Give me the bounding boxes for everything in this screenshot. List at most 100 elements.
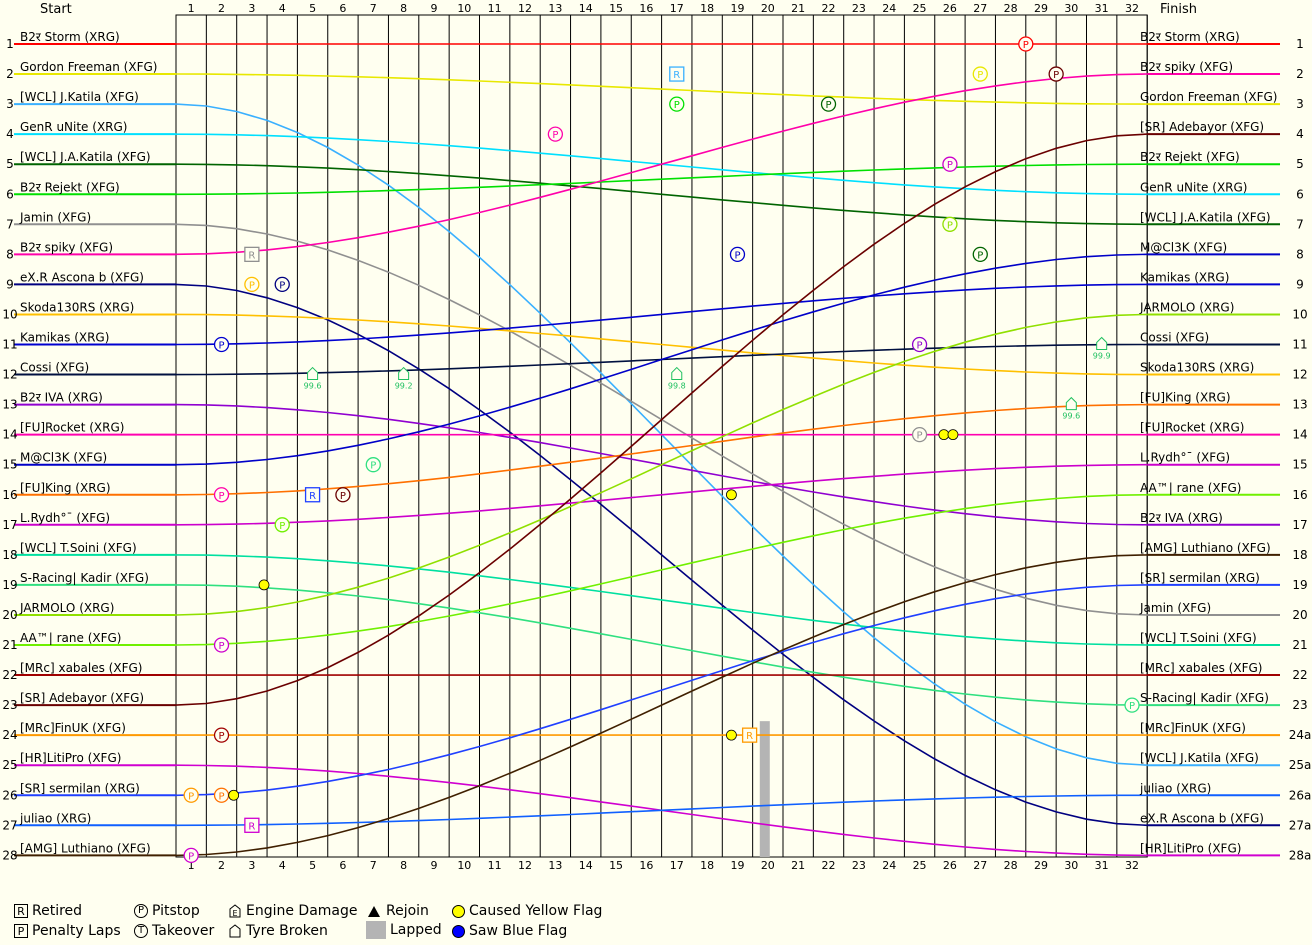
lap-tick-bottom: 25: [913, 859, 927, 872]
pitstop-marker: [274, 517, 290, 533]
retired-marker: [244, 817, 260, 833]
finish-position-number: 12: [1292, 368, 1307, 382]
finish-driver-label: Gordon Freeman (XFG): [1140, 90, 1277, 104]
pitstop-marker-label: P: [219, 491, 225, 502]
lap-tick-top: 1: [188, 2, 195, 15]
lap-tick-bottom: 9: [430, 859, 437, 872]
legend-blue-label: Saw Blue Flag: [469, 923, 568, 939]
start-position-number: 24: [2, 728, 17, 742]
finish-driver-label: [AMG] Luthiano (XFG): [1140, 541, 1271, 555]
engine-damage-marker: [671, 366, 683, 381]
legend-tyre-label: Tyre Broken: [246, 923, 328, 939]
pitstop-marker: [1124, 697, 1140, 713]
finish-position-number: 13: [1292, 398, 1307, 412]
legend-engine-label: Engine Damage: [246, 903, 358, 919]
lap-tick-top: 6: [339, 2, 346, 15]
finish-driver-label: juliao (XRG): [1139, 781, 1211, 795]
finish-position-number: 25a: [1289, 758, 1312, 772]
start-position-number: 9: [6, 277, 14, 291]
lap-tick-bottom: 32: [1125, 859, 1139, 872]
pitstop-marker-label: P: [734, 250, 740, 261]
pitstop-marker-label: P: [219, 731, 225, 742]
legend-engine: E Engine Damage: [228, 903, 358, 919]
pitstop-marker-label: P: [674, 100, 680, 111]
pitstop-marker-label: P: [219, 341, 225, 352]
lap-tick-bottom: 19: [730, 859, 744, 872]
start-position-number: 18: [2, 548, 17, 562]
pitstop-marker-label: P: [219, 641, 225, 652]
position-line: [175, 313, 1148, 616]
engine-damage-value: 99.9: [1093, 352, 1111, 361]
pitstop-marker: [335, 487, 351, 503]
lap-tick-top: 30: [1064, 2, 1078, 15]
lap-tick-top: 23: [852, 2, 866, 15]
lap-tick-bottom: 3: [248, 859, 255, 872]
lap-tick-bottom: 21: [791, 859, 805, 872]
lap-tick-top: 32: [1125, 2, 1139, 15]
pitstop-marker: [942, 216, 958, 232]
lap-tick-top: 12: [518, 2, 532, 15]
start-position-number: 27: [2, 818, 17, 832]
pitstop-marker: [213, 727, 230, 743]
engine-damage-value: 99.6: [304, 382, 322, 391]
takeover-icon: T: [134, 924, 148, 938]
lap-tick-top: 18: [700, 2, 714, 15]
start-driver-label: [MRc]FinUK (XFG): [20, 721, 126, 735]
position-line: [175, 554, 1148, 646]
yellow-flag-marker: [947, 429, 959, 441]
legend-pitstop-label: Pitstop: [152, 903, 200, 919]
start-driver-label: Gordon Freeman (XFG): [20, 60, 157, 74]
start-driver-label: M@Cl3K (XFG): [20, 451, 107, 465]
pitstop-marker: [972, 66, 988, 82]
lap-tick-bottom: 15: [609, 859, 623, 872]
retired-icon: R: [14, 904, 28, 918]
legend-blue: Saw Blue Flag: [452, 923, 567, 939]
finish-position-number: 17: [1292, 518, 1307, 532]
lap-tick-top: 21: [791, 2, 805, 15]
start-driver-label: JARMOLO (XRG): [19, 601, 114, 615]
pitstop-marker-label: P: [188, 851, 194, 862]
penalty-icon: P: [14, 924, 28, 938]
pitstop-marker: [244, 276, 260, 293]
position-line: [175, 554, 1148, 857]
start-position-number: 20: [2, 608, 17, 622]
finish-position-number: 4: [1296, 127, 1304, 141]
tyre-broken-icon: [229, 924, 241, 938]
yellow-flag-marker: [938, 429, 950, 441]
finish-driver-label: Skoda130RS (XRG): [1140, 361, 1254, 375]
start-position-number: 13: [2, 398, 17, 412]
start-header: Start: [40, 2, 72, 17]
lap-tick-top: 27: [973, 2, 987, 15]
finish-position-number: 5: [1296, 157, 1304, 171]
start-position-number: 28: [2, 848, 17, 862]
lap-tick-bottom: 27: [973, 859, 987, 872]
legend-penalty-label: Penalty Laps: [32, 923, 121, 939]
engine-damage-marker: [1096, 336, 1108, 350]
finish-driver-label: JARMOLO (XRG): [1139, 300, 1234, 314]
lap-tick-bottom: 4: [279, 859, 286, 872]
lap-tick-top: 28: [1004, 2, 1018, 15]
pitstop-marker: [729, 246, 746, 263]
engine-damage-marker: [1065, 396, 1077, 411]
pitstop-marker: [365, 457, 381, 473]
finish-driver-label: Jamin (XFG): [1139, 601, 1211, 615]
finish-driver-label: GenR uNite (XRG): [1140, 180, 1247, 194]
lap-tick-bottom: 26: [943, 859, 957, 872]
finish-position-number: 18: [1292, 548, 1307, 562]
lap-tick-bottom: 20: [761, 859, 775, 872]
finish-position-number: 27a: [1289, 818, 1312, 832]
lap-tick-bottom: 13: [548, 859, 562, 872]
position-line: [175, 73, 1148, 256]
start-driver-label: [WCL] T.Soini (XFG): [20, 541, 137, 555]
lapped-bar: [759, 721, 770, 857]
pitstop-marker-label: P: [826, 100, 832, 111]
lap-tick-bottom: 17: [670, 859, 684, 872]
lap-tick-bottom: 6: [339, 859, 346, 872]
start-driver-label: AA™| rane (XFG): [20, 631, 121, 645]
lap-tick-top: 7: [370, 2, 377, 15]
start-driver-label: eX.R Ascona b (XFG): [20, 270, 144, 284]
finish-driver-label: eX.R Ascona b (XFG): [1140, 811, 1264, 825]
engine-damage-value: 99.8: [668, 382, 686, 391]
pitstop-marker-label: P: [977, 70, 983, 81]
lap-tick-top: 19: [730, 2, 744, 15]
